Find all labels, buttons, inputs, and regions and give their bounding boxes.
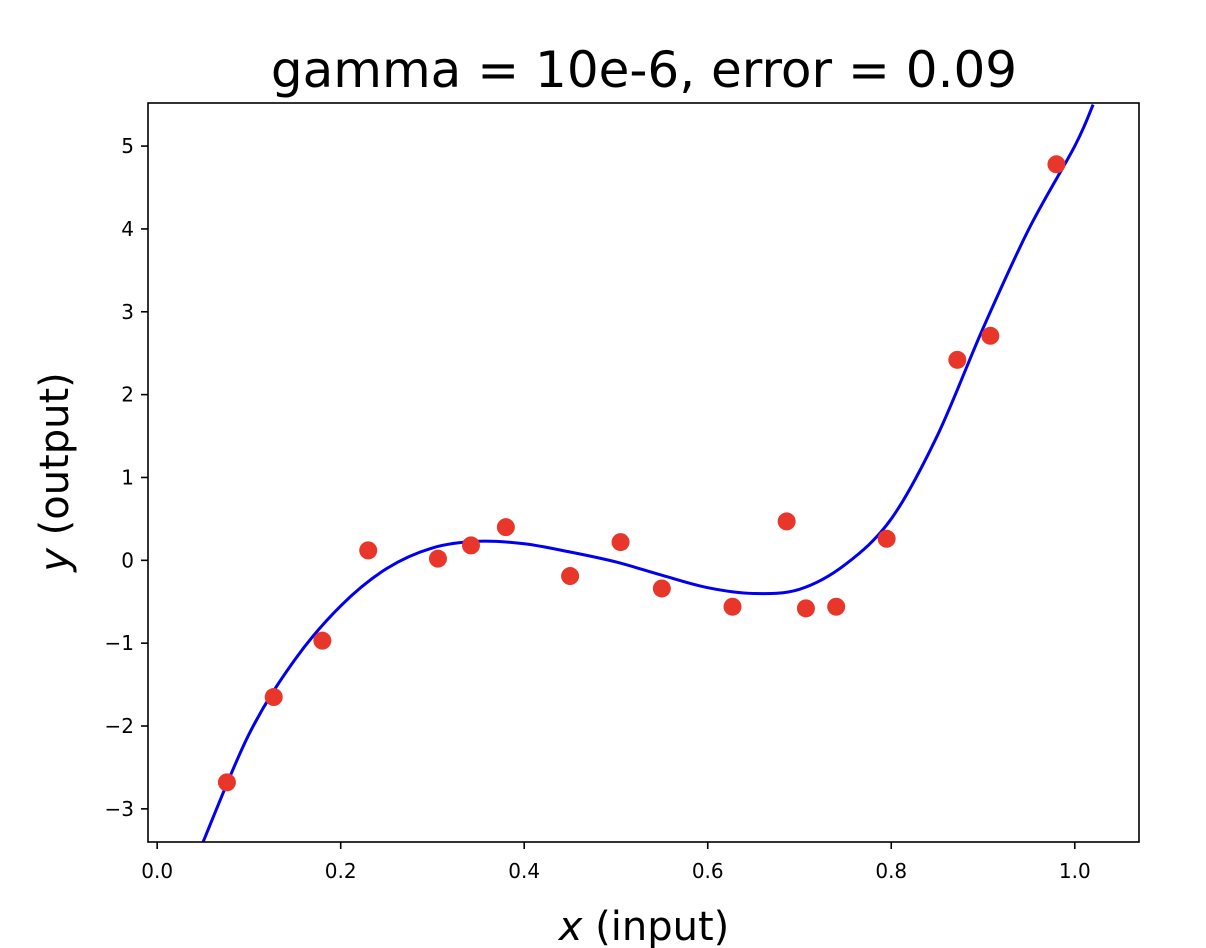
y-axis-label: y (output) <box>32 372 78 573</box>
data-point <box>652 579 671 598</box>
x-axis: 0.0 0.2 0.4 0.6 0.8 1.0 <box>141 842 1091 883</box>
y-tick-label: 2 <box>121 383 134 407</box>
x-tick-label: 0.8 <box>875 859 907 883</box>
data-point <box>561 567 580 586</box>
data-point <box>217 773 236 792</box>
x-axis-label-text: (input) <box>582 904 729 948</box>
data-point <box>461 536 480 555</box>
plot-area <box>147 102 1140 843</box>
points-layer <box>217 155 1066 792</box>
y-tick-label: 4 <box>121 217 134 241</box>
data-point <box>777 512 796 531</box>
x-axis-label: x (input) <box>557 904 730 948</box>
x-tick-label: 0.0 <box>141 859 173 883</box>
y-tick-label: 3 <box>121 300 134 324</box>
y-axis: −3 −2 −1 0 1 2 3 4 5 <box>105 134 148 821</box>
x-axis-variable: x <box>557 904 583 948</box>
data-point <box>264 688 283 707</box>
chart-title: gamma = 10e-6, error = 0.09 <box>271 41 1017 99</box>
data-point <box>313 631 332 650</box>
curve-layer <box>201 104 1095 842</box>
x-tick-label: 1.0 <box>1059 859 1091 883</box>
x-tick-label: 0.4 <box>508 859 540 883</box>
y-tick-label: 0 <box>121 548 134 572</box>
y-tick-label: −3 <box>105 797 134 821</box>
data-point <box>981 326 1000 345</box>
fitted-curve <box>201 104 1095 842</box>
y-tick-label: −2 <box>105 714 134 738</box>
plot-frame <box>147 102 1140 843</box>
data-point <box>796 599 815 618</box>
x-tick-label: 0.6 <box>692 859 724 883</box>
data-point <box>827 597 846 616</box>
data-point <box>496 518 515 537</box>
data-point <box>723 597 742 616</box>
data-point <box>877 529 896 548</box>
data-point <box>428 549 447 568</box>
y-axis-label-text: (output) <box>32 372 78 548</box>
data-point <box>359 541 378 560</box>
data-point <box>611 533 630 552</box>
data-point <box>1047 155 1066 174</box>
data-point <box>948 350 967 369</box>
y-tick-label: 1 <box>121 465 134 489</box>
y-tick-label: −1 <box>105 631 134 655</box>
y-tick-label: 5 <box>121 134 134 158</box>
x-tick-label: 0.2 <box>325 859 357 883</box>
y-axis-variable: y <box>32 547 78 573</box>
